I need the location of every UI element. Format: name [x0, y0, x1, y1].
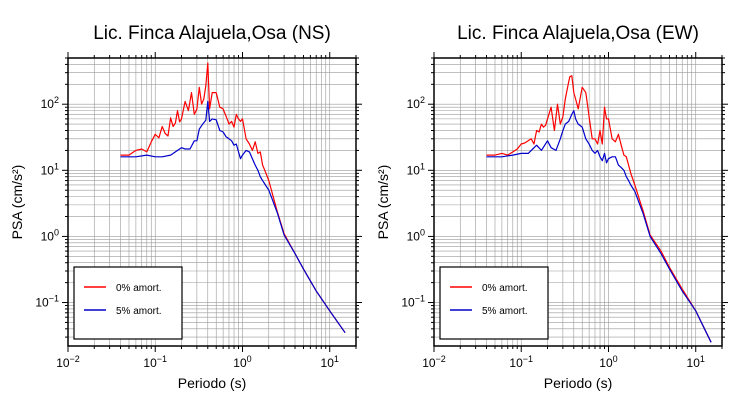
y-tick-label: 100	[41, 227, 59, 243]
y-tick-label: 10−1	[35, 294, 59, 310]
x-tick-label: 10−1	[509, 354, 533, 370]
x-tick-label: 100	[233, 354, 251, 370]
series-line-5% amort.	[120, 100, 346, 334]
x-tick-label: 101	[321, 354, 339, 370]
legend: 0% amort. 5% amort.	[439, 266, 549, 340]
y-tick-label: 101	[41, 161, 59, 177]
x-axis-label: Periodo (s)	[178, 375, 246, 391]
legend-label: 0% amort.	[116, 283, 162, 294]
series-line-0% amort.	[120, 62, 346, 334]
series-line-5% amort.	[486, 109, 712, 343]
ticks	[428, 52, 728, 352]
legend: 0% amort. 5% amort.	[73, 266, 183, 340]
chart-panel-ew: 10−2 10−1 100 101 10−1 100 101 102 Lic. Finca Al…	[375, 23, 728, 391]
chart-title: Lic. Finca Alajuela,Osa (NS)	[93, 23, 331, 44]
legend-box	[73, 266, 183, 340]
y-tick-label: 10−1	[401, 294, 425, 310]
series-line-0% amort.	[486, 75, 712, 343]
x-tick-label: 10−2	[56, 354, 80, 370]
x-tick-label: 10−1	[143, 354, 167, 370]
x-tick-label: 100	[599, 354, 617, 370]
chart-title: Lic. Finca Alajuela,Osa (EW)	[457, 23, 699, 44]
x-tick-label: 10−2	[422, 354, 446, 370]
x-tick-label: 101	[687, 354, 705, 370]
legend-label: 0% amort.	[482, 283, 528, 294]
x-axis-label: Periodo (s)	[544, 375, 612, 391]
y-tick-label: 100	[407, 227, 425, 243]
ticks	[62, 52, 362, 352]
legend-label: 5% amort.	[116, 306, 162, 317]
plot-frame	[433, 57, 723, 347]
legend-label: 5% amort.	[482, 306, 528, 317]
y-tick-label: 102	[41, 95, 59, 111]
y-tick-label: 101	[407, 161, 425, 177]
legend-box	[439, 266, 549, 340]
chart-panel-ns: 10−2 10−1 100 101 10−1 100 101 102 Lic. Finca Al…	[9, 23, 362, 391]
y-axis-label: PSA (cm/s²)	[375, 165, 391, 240]
y-tick-label: 102	[407, 95, 425, 111]
plot-frame	[67, 57, 357, 347]
y-axis-label: PSA (cm/s²)	[9, 165, 25, 240]
grid	[433, 57, 723, 346]
